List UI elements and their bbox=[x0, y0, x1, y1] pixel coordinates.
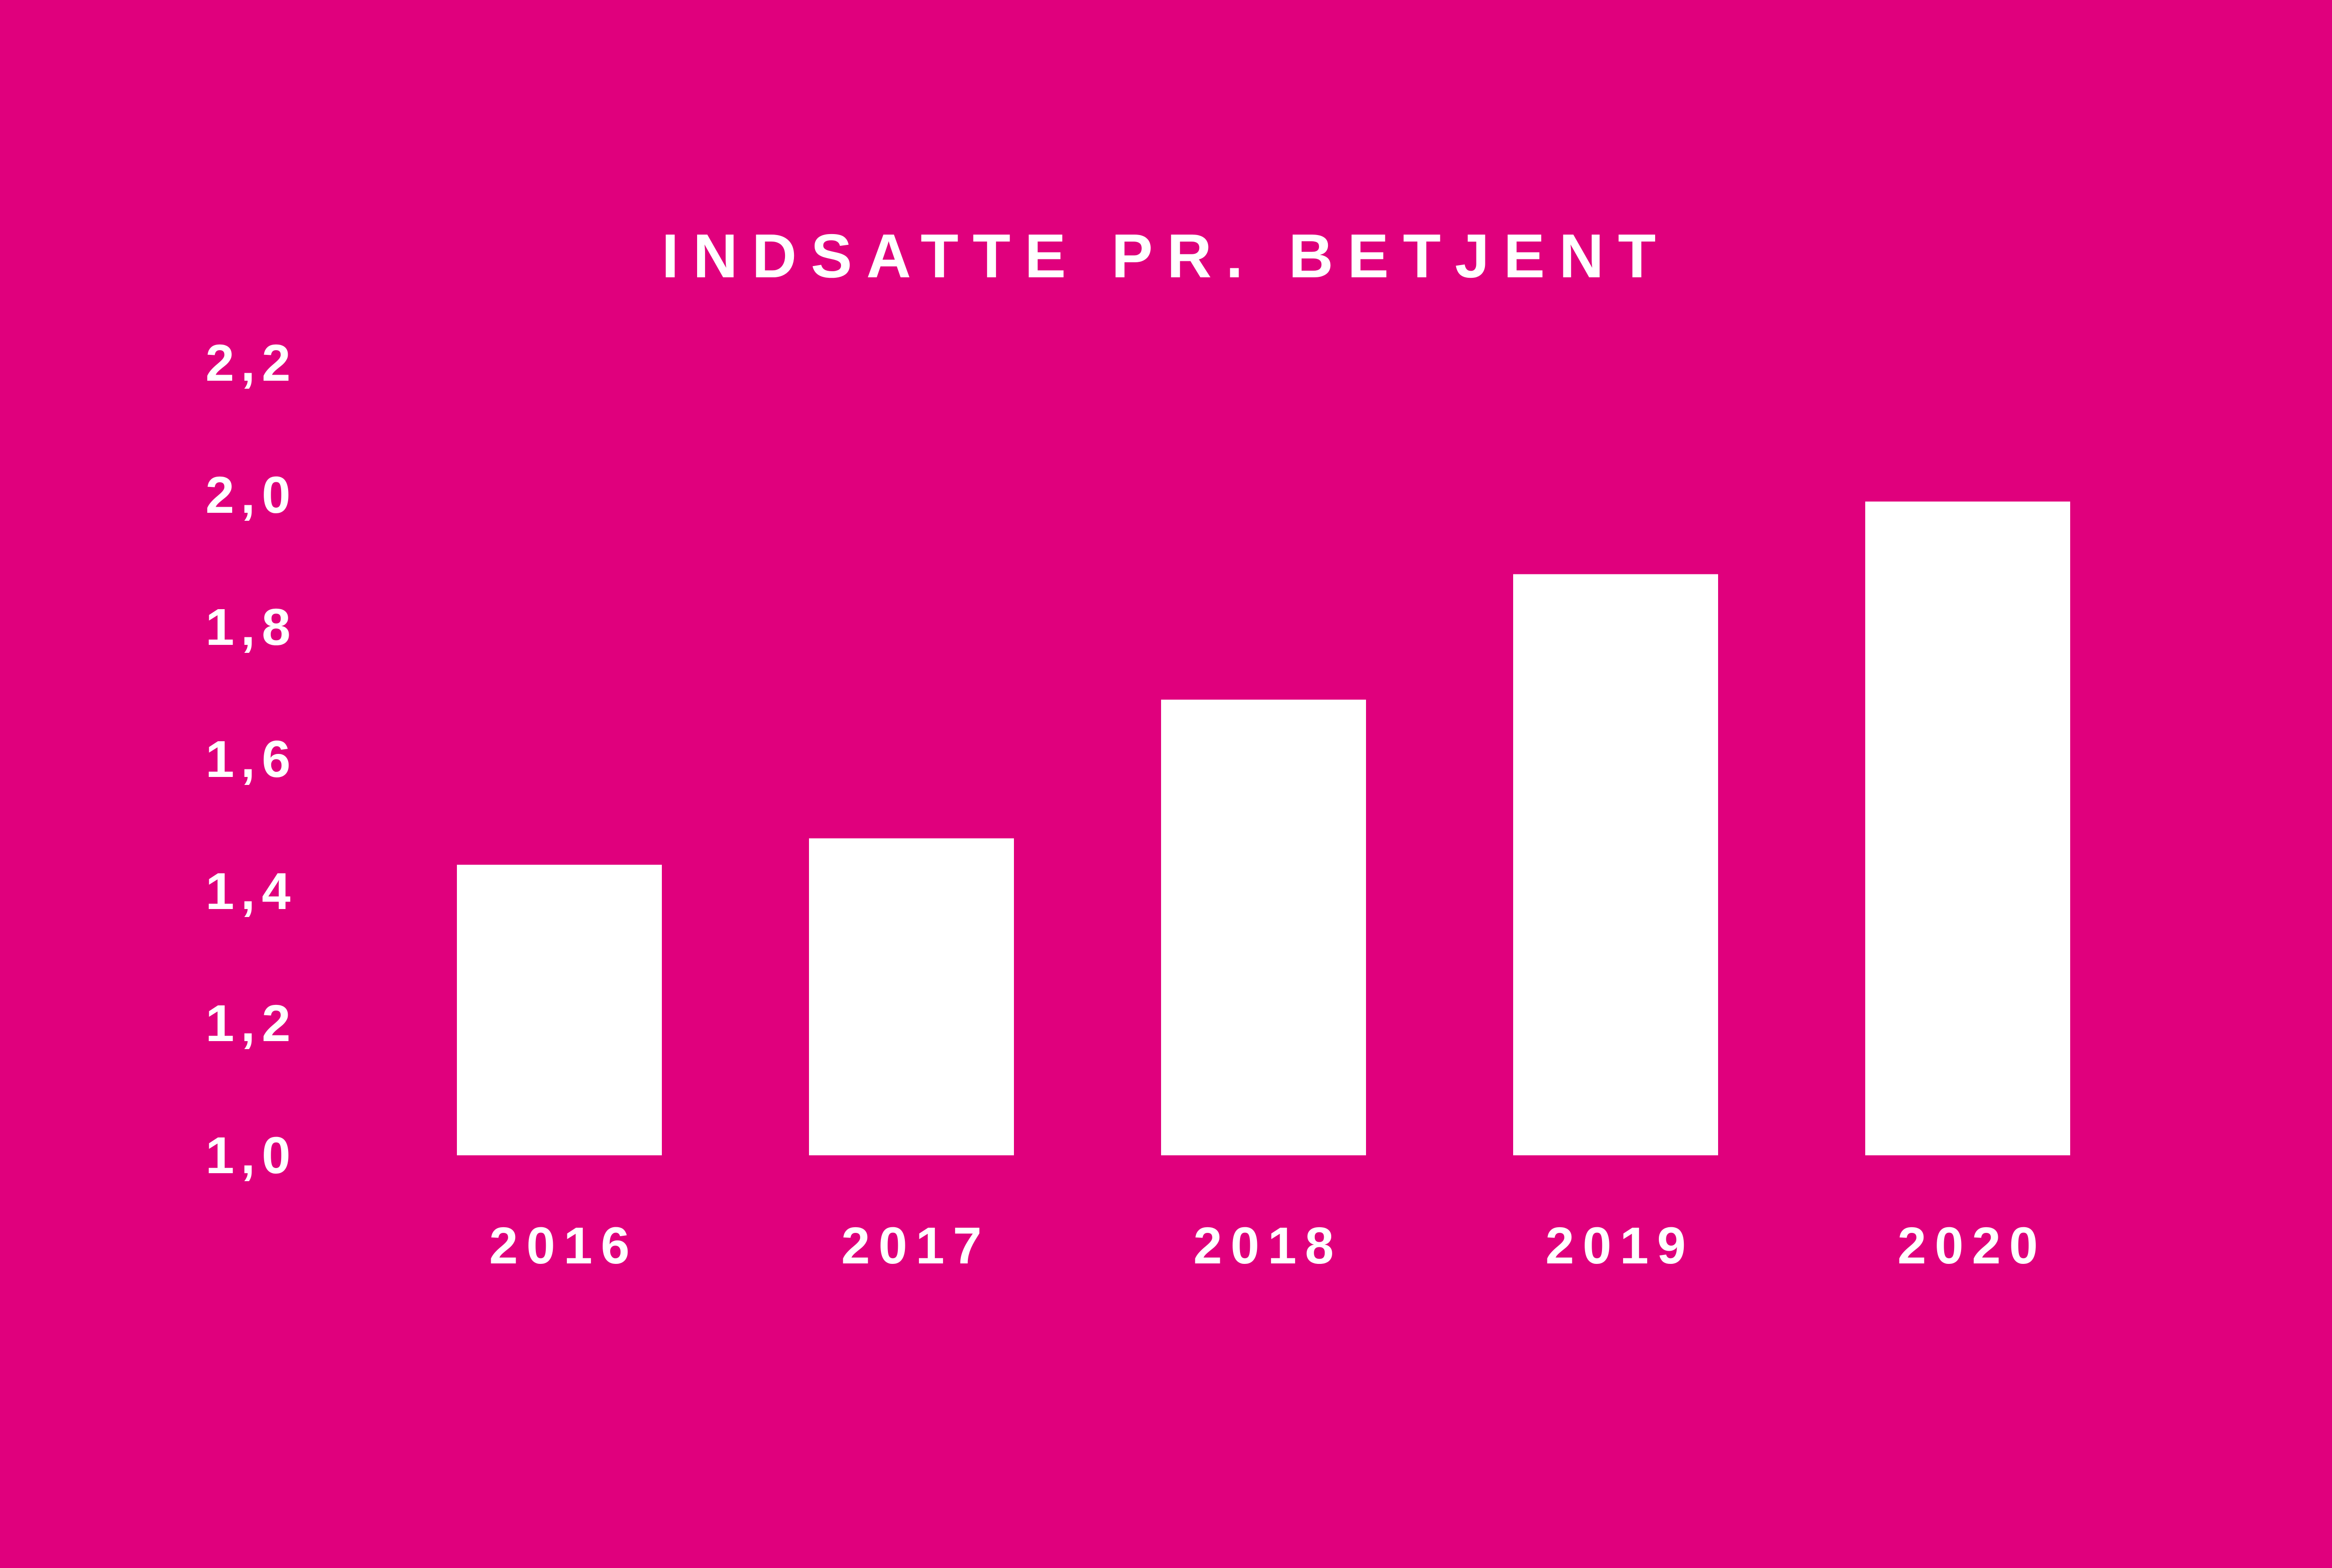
bar-2019 bbox=[1513, 574, 1718, 1155]
chart-title: INDSATTE PR. BETJENT bbox=[661, 221, 1670, 290]
x-tick-label: 2017 bbox=[841, 1217, 990, 1275]
y-tick-label: 1,2 bbox=[205, 995, 297, 1052]
x-tick-label: 2016 bbox=[489, 1217, 638, 1275]
y-tick-label: 2,2 bbox=[205, 334, 297, 392]
y-axis-ticks: 1,0 1,2 1,4 1,6 1,8 2,0 2,2 bbox=[205, 334, 297, 1184]
x-tick-label: 2018 bbox=[1193, 1217, 1343, 1275]
x-tick-label: 2019 bbox=[1546, 1217, 1695, 1275]
y-tick-label: 1,6 bbox=[205, 730, 297, 788]
bar-2017 bbox=[809, 838, 1014, 1155]
y-tick-label: 1,4 bbox=[205, 862, 297, 920]
x-axis-ticks: 2016 2017 2018 2019 2020 bbox=[489, 1217, 2047, 1275]
y-tick-label: 1,8 bbox=[205, 598, 297, 656]
y-tick-label: 1,0 bbox=[205, 1127, 297, 1184]
x-tick-label: 2020 bbox=[1898, 1217, 2047, 1275]
bars-group bbox=[457, 502, 2070, 1155]
bar-2018 bbox=[1161, 699, 1366, 1155]
bar-2020 bbox=[1865, 502, 2070, 1155]
y-tick-label: 2,0 bbox=[205, 466, 297, 524]
bar-2016 bbox=[457, 864, 662, 1155]
